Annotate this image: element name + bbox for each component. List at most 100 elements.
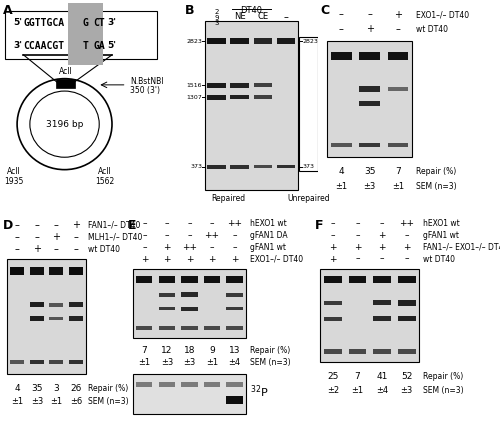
FancyBboxPatch shape: [182, 292, 198, 297]
Text: –: –: [339, 10, 344, 19]
Text: –: –: [404, 254, 409, 264]
Text: ±3: ±3: [400, 386, 413, 395]
FancyBboxPatch shape: [69, 316, 83, 321]
FancyBboxPatch shape: [56, 78, 74, 88]
Text: hEXO1 wt: hEXO1 wt: [250, 219, 286, 228]
Text: 1307: 1307: [186, 95, 202, 100]
FancyBboxPatch shape: [360, 143, 380, 147]
Text: 1562: 1562: [95, 177, 114, 186]
Text: +: +: [329, 243, 336, 252]
Text: +: +: [403, 243, 410, 252]
Text: –: –: [187, 231, 192, 240]
Text: –: –: [232, 243, 237, 252]
FancyBboxPatch shape: [226, 381, 242, 387]
FancyBboxPatch shape: [254, 38, 272, 44]
Text: 5': 5': [14, 18, 22, 27]
Text: FAN1–/– EXO1–/– DT40: FAN1–/– EXO1–/– DT40: [422, 243, 500, 252]
Text: GA: GA: [94, 41, 106, 51]
Text: ++: ++: [399, 219, 414, 228]
FancyBboxPatch shape: [136, 381, 152, 387]
FancyBboxPatch shape: [226, 325, 242, 330]
Text: 1516: 1516: [186, 83, 202, 88]
Text: ±1: ±1: [392, 182, 404, 191]
Text: +: +: [72, 220, 80, 230]
Text: –: –: [142, 219, 146, 228]
Text: +: +: [394, 10, 402, 19]
FancyBboxPatch shape: [50, 303, 64, 306]
FancyBboxPatch shape: [226, 307, 242, 311]
FancyBboxPatch shape: [207, 83, 226, 88]
Text: +: +: [378, 243, 386, 252]
Text: AcII: AcII: [58, 67, 72, 76]
FancyBboxPatch shape: [50, 317, 64, 320]
Text: 35: 35: [31, 384, 42, 392]
Text: Repair (%): Repair (%): [88, 384, 128, 392]
Text: –: –: [404, 231, 409, 240]
Text: Repair (%): Repair (%): [250, 346, 290, 355]
Text: ±4: ±4: [228, 358, 240, 367]
Text: +: +: [231, 254, 238, 264]
Text: –: –: [210, 219, 214, 228]
Text: A: A: [2, 4, 12, 17]
Text: NE: NE: [234, 13, 245, 22]
FancyBboxPatch shape: [230, 83, 249, 88]
Text: EXO1–/– DT40: EXO1–/– DT40: [416, 10, 469, 19]
Text: DT40: DT40: [240, 6, 262, 15]
Text: 35: 35: [364, 167, 376, 176]
FancyBboxPatch shape: [207, 95, 226, 100]
FancyBboxPatch shape: [30, 267, 44, 275]
FancyBboxPatch shape: [373, 276, 391, 284]
FancyBboxPatch shape: [230, 95, 249, 100]
Text: +: +: [52, 232, 60, 242]
FancyBboxPatch shape: [388, 52, 408, 60]
Text: –: –: [15, 220, 20, 230]
Text: ++: ++: [227, 219, 242, 228]
Text: 25: 25: [327, 372, 338, 381]
FancyBboxPatch shape: [182, 276, 198, 284]
FancyBboxPatch shape: [182, 325, 198, 330]
FancyBboxPatch shape: [50, 360, 64, 364]
FancyBboxPatch shape: [348, 349, 366, 354]
Text: –: –: [15, 244, 20, 254]
FancyBboxPatch shape: [136, 276, 152, 284]
FancyBboxPatch shape: [159, 325, 175, 330]
Text: –: –: [210, 243, 214, 252]
Text: –: –: [380, 254, 384, 264]
Text: ±1: ±1: [352, 386, 364, 395]
FancyBboxPatch shape: [133, 374, 246, 414]
Text: E: E: [128, 219, 136, 233]
Text: 12: 12: [161, 346, 172, 355]
Text: +: +: [163, 254, 170, 264]
FancyBboxPatch shape: [5, 11, 156, 59]
Text: –: –: [54, 220, 59, 230]
Text: –: –: [15, 232, 20, 242]
Text: –: –: [164, 231, 169, 240]
Text: B: B: [185, 4, 194, 17]
Text: +: +: [140, 254, 148, 264]
FancyBboxPatch shape: [254, 95, 272, 99]
Text: 3: 3: [54, 384, 60, 392]
Text: CT: CT: [94, 18, 106, 28]
FancyBboxPatch shape: [254, 165, 272, 168]
Text: –: –: [142, 243, 146, 252]
FancyBboxPatch shape: [226, 276, 242, 284]
Text: SEM (n=3): SEM (n=3): [250, 358, 290, 367]
Text: 350 (3'): 350 (3'): [130, 86, 160, 95]
FancyBboxPatch shape: [50, 267, 64, 275]
Text: gFAN1 wt: gFAN1 wt: [422, 231, 458, 240]
Text: 373: 373: [303, 164, 315, 169]
Text: FAN1–/– DT40: FAN1–/– DT40: [88, 221, 141, 230]
FancyBboxPatch shape: [254, 83, 272, 87]
FancyBboxPatch shape: [331, 52, 351, 60]
Text: –: –: [380, 219, 384, 228]
FancyBboxPatch shape: [205, 21, 298, 190]
FancyBboxPatch shape: [30, 302, 44, 307]
FancyBboxPatch shape: [159, 307, 175, 311]
FancyBboxPatch shape: [324, 276, 342, 284]
FancyBboxPatch shape: [226, 396, 242, 404]
FancyBboxPatch shape: [182, 306, 198, 311]
FancyBboxPatch shape: [204, 325, 220, 330]
FancyBboxPatch shape: [324, 349, 342, 354]
FancyBboxPatch shape: [398, 276, 415, 284]
Text: SEM (n=3): SEM (n=3): [422, 386, 464, 395]
